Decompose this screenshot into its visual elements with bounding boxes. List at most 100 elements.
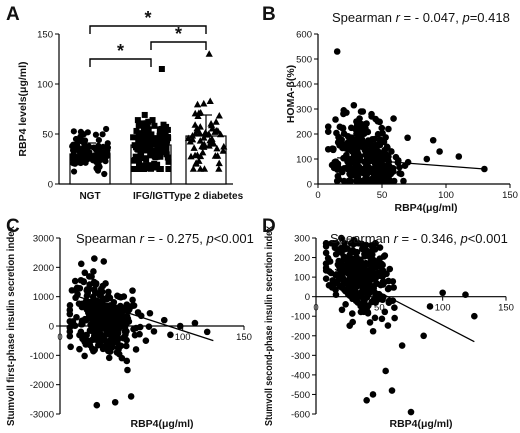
data-point [196, 123, 204, 130]
data-point [339, 274, 347, 282]
data-point [124, 366, 131, 374]
data-point [191, 121, 199, 128]
data-point [146, 309, 154, 317]
data-point [99, 131, 106, 138]
data-point [137, 151, 144, 158]
data-point [137, 138, 144, 145]
data-point [92, 131, 100, 138]
data-point [364, 260, 372, 268]
trend-line [334, 268, 475, 343]
panel-letter: C [6, 216, 20, 237]
data-point [158, 66, 165, 72]
y-tick-label: 200 [294, 253, 310, 264]
data-point [105, 354, 113, 362]
panel-c-scatter-plot: C-3000-2000-10000100020003000050100150Sp… [5, 216, 254, 430]
data-point [368, 110, 375, 118]
data-point [130, 325, 137, 333]
data-point [334, 139, 342, 146]
data-point [151, 122, 158, 129]
data-point [81, 137, 89, 144]
data-point [142, 337, 150, 344]
y-axis-label: HOMA-β(%) [285, 65, 297, 123]
data-point [358, 135, 366, 143]
data-point [105, 318, 112, 326]
data-point [91, 255, 98, 262]
data-point [376, 136, 384, 143]
y-axis-label: Stumvoll first-phase insulin secretion i… [5, 226, 17, 426]
data-point [103, 125, 110, 133]
data-point [145, 323, 153, 330]
data-point [384, 144, 391, 152]
data-point [133, 127, 140, 134]
data-point [360, 295, 368, 302]
data-point [122, 342, 130, 350]
significance-star: * [144, 8, 151, 28]
data-point [391, 314, 398, 322]
data-point [150, 328, 158, 335]
data-point [367, 249, 375, 257]
data-point [322, 260, 330, 267]
annotation-p-sym: p [461, 10, 469, 25]
data-point [398, 342, 406, 349]
data-point [70, 322, 78, 329]
y-axis-label: Stumvoll second-phase insulin secretion … [263, 226, 275, 426]
data-point [142, 155, 149, 162]
data-point [123, 357, 131, 365]
y-tick-label: 600 [296, 30, 312, 41]
data-point [123, 301, 131, 308]
annotation-p-val: =0.418 [470, 10, 510, 25]
data-point [102, 331, 110, 339]
trend-line [78, 296, 214, 342]
data-point [376, 177, 384, 185]
annotation-r-val: = - 0.346, [398, 231, 461, 246]
data-point [340, 253, 348, 261]
data-point [365, 290, 373, 298]
data-point [130, 134, 137, 141]
data-point [157, 153, 164, 160]
data-point [117, 294, 125, 301]
data-point [92, 316, 100, 323]
data-point [401, 162, 409, 170]
data-point [136, 330, 143, 338]
data-point [90, 306, 97, 314]
data-point [113, 327, 121, 335]
data-point [207, 121, 216, 129]
data-point [350, 140, 358, 148]
y-tick-label: 0 [305, 292, 310, 303]
data-point [329, 145, 336, 153]
data-point [80, 332, 88, 339]
data-point [96, 340, 104, 347]
data-point [138, 130, 145, 137]
data-point [332, 271, 340, 279]
data-point [361, 168, 368, 175]
y-tick-label: 150 [37, 30, 53, 41]
data-point [156, 132, 163, 139]
panel-a-bar-chart: A 0 50 100 150 RBP4 levels(μg/ml) NGT IFG/IGT Ty… [6, 4, 244, 202]
data-point [382, 367, 389, 375]
data-point [332, 116, 339, 123]
data-point [165, 158, 172, 165]
data-point [377, 167, 385, 175]
data-point [66, 306, 74, 314]
data-point [339, 125, 347, 132]
data-point [359, 243, 367, 251]
annotation-prefix: Spearman [76, 231, 140, 246]
data-point [324, 128, 332, 136]
y-tick-label: -1000 [30, 351, 54, 362]
y-tick-label: -300 [291, 351, 310, 362]
annotation-r-val: = - 0.275, [144, 231, 207, 246]
data-point [439, 289, 446, 297]
data-point [160, 316, 168, 324]
data-point [378, 124, 386, 132]
data-point [153, 139, 160, 146]
data-point [140, 162, 147, 169]
data-point [164, 137, 171, 144]
data-point [95, 136, 102, 144]
data-point [164, 126, 171, 133]
data-point [132, 346, 140, 353]
data-point [77, 260, 85, 268]
data-point [371, 314, 379, 322]
data-point [206, 97, 214, 105]
data-point [378, 271, 386, 279]
